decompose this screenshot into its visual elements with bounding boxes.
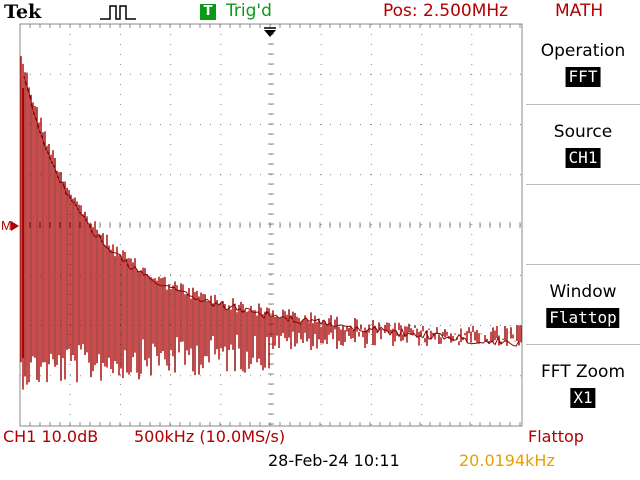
menu-button-fft-zoom[interactable]: FFT Zoom X1 [526, 344, 640, 425]
grid-dots [19, 23, 521, 426]
menu-label: Source [553, 122, 613, 142]
menu-button-operation[interactable]: Operation FFT [526, 24, 640, 104]
menu-label: Operation [540, 41, 626, 61]
fft-display: M [1, 23, 523, 427]
menu-value: X1 [570, 388, 596, 408]
readout-bar: CH1 10.0dB 500kHz (10.0MS/s) Flattop 28-… [0, 426, 640, 480]
trigger-badge: T [200, 4, 216, 20]
channel-scale-readout: CH1 10.0dB [3, 427, 99, 446]
status-bar: Tek T Trig'd Pos: 2.500MHz MATH [0, 0, 640, 24]
timebase-readout: 500kHz (10.0MS/s) [134, 427, 286, 446]
trigger-position-marker [264, 30, 276, 37]
menu-label: FFT Zoom [540, 362, 626, 382]
menu-value: Flattop [546, 308, 620, 328]
pulse-icon [100, 5, 136, 20]
math-marker-label: M [1, 218, 12, 233]
menu-value: CH1 [565, 148, 601, 168]
menu-title: MATH [555, 1, 604, 21]
horizontal-position: Pos: 2.500MHz [383, 1, 509, 21]
datetime-readout: 28-Feb-24 10:11 [268, 451, 400, 470]
fft-trace-peaks [22, 76, 520, 358]
right-arrow-icon [11, 221, 19, 231]
frequency-readout: 20.0194kHz [459, 451, 555, 470]
menu-button-source[interactable]: Source CH1 [526, 104, 640, 185]
brand-logo: Tek [4, 1, 42, 23]
window-readout: Flattop [528, 427, 584, 446]
trigger-status: Trig'd [226, 1, 272, 21]
menu-button-empty[interactable] [526, 184, 640, 265]
math-menu: Operation FFT Source CH1 Window Flattop … [526, 24, 640, 424]
menu-button-window[interactable]: Window Flattop [526, 264, 640, 345]
menu-label: Window [549, 282, 617, 302]
menu-value: FFT [565, 67, 601, 87]
